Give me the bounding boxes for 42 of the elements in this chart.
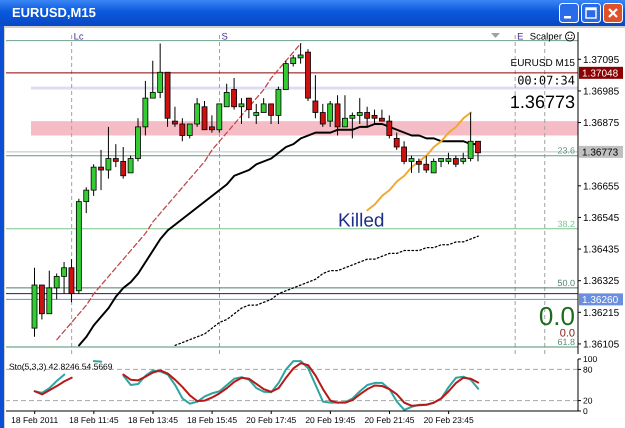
x-tick-label: 20 Feb 23:45: [424, 415, 474, 425]
ref-line-label: 50.0: [557, 278, 575, 288]
y-tick-label: 1.36655: [583, 181, 620, 192]
annotation: 00:07:34: [517, 74, 575, 88]
chart-title: Sto(5,3,3) 42.8246 54.5669: [9, 362, 113, 372]
y-tick-label: 1.36545: [583, 212, 620, 224]
ref-line-label: 61.8: [557, 336, 575, 347]
annotation: 0.0: [560, 328, 575, 340]
ref-line-label: 1.36773: [582, 147, 619, 158]
x-tick-label: 20 Feb 17:45: [246, 415, 297, 425]
x-tick-label: 20 Feb 21:45: [364, 415, 415, 425]
annotation: Killed: [338, 210, 384, 232]
y-tick-label: 1.36875: [583, 118, 620, 130]
ref-line-label: 1.37048: [582, 68, 619, 80]
y-tick-label: 80: [583, 364, 593, 374]
annotation: EURUSD M15: [510, 58, 576, 69]
y-tick-label: 1.37095: [583, 54, 620, 66]
ref-line-label: 1.36260: [582, 294, 619, 306]
y-tick-label: 1.36325: [583, 276, 620, 288]
y-tick-label: 0: [583, 406, 588, 416]
ref-line-label: 38.2: [557, 218, 575, 229]
x-tick-label: 20 Feb 19:45: [305, 415, 356, 425]
y-tick-label: 1.36105: [583, 339, 620, 350]
y-tick-label: 100: [583, 354, 598, 364]
line-series: [174, 235, 479, 346]
line-series: [366, 112, 472, 212]
y-tick-label: 1.36435: [583, 244, 620, 256]
chart-title: EURUSD,M15: [12, 5, 96, 20]
annotation: E: [517, 32, 524, 42]
x-tick-label: 18 Feb 2011: [11, 415, 59, 425]
x-tick-label: 18 Feb 11:45: [69, 415, 119, 425]
annotation: Lc: [74, 32, 84, 42]
y-tick-label: 1.36215: [583, 308, 620, 319]
x-tick-label: 18 Feb 15:45: [187, 415, 238, 425]
line-series: [56, 42, 302, 340]
x-tick-label: 18 Feb 13:45: [128, 415, 178, 425]
annotation: 1.36773: [510, 92, 575, 112]
annotation: Scalper: [530, 32, 562, 42]
y-tick-label: 1.36985: [583, 86, 620, 98]
annotation: S: [221, 32, 228, 42]
ref-line-label: 23.6: [557, 146, 575, 156]
y-tick-label: 20: [583, 396, 593, 406]
